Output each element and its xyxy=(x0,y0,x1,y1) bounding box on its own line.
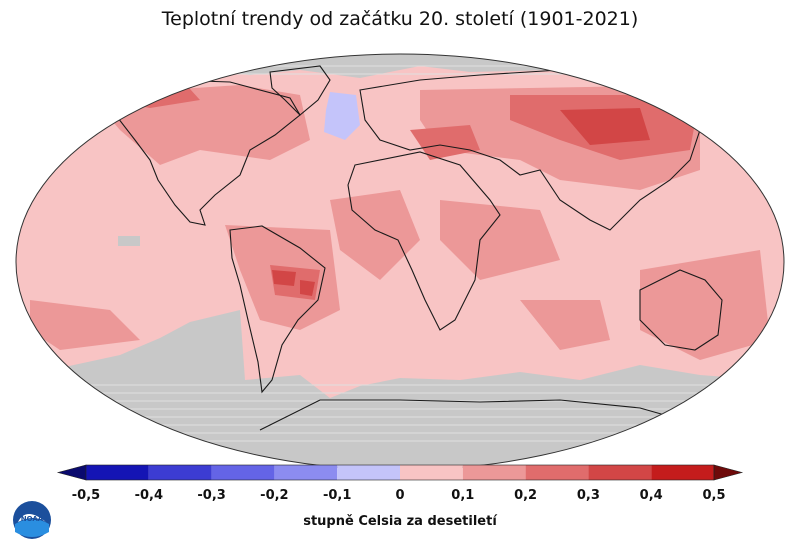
legend-tick-label: 0 xyxy=(395,488,405,503)
legend-tick-label: 0,1 xyxy=(451,488,475,503)
trend-negative-region xyxy=(324,92,360,140)
no-data-small-patch xyxy=(118,236,140,246)
legend-low-arrow xyxy=(56,464,87,481)
legend-bar-outline xyxy=(85,464,715,481)
legend-swatch xyxy=(274,465,338,480)
legend-unit-label: stupně Celsia za desetiletí xyxy=(303,514,497,529)
legend-swatch xyxy=(148,465,212,480)
map-title: Teplotní trendy od začátku 20. století (… xyxy=(161,8,639,30)
legend-swatch xyxy=(211,465,275,480)
no-data-antarctic xyxy=(16,310,784,470)
legend-tick-label: -0,5 xyxy=(71,488,101,503)
legend-tick-label: -0,3 xyxy=(197,488,226,503)
legend-tick-label: 0,3 xyxy=(576,488,600,503)
legend-tick-label: 0,2 xyxy=(514,488,538,503)
noaa-logo-text: NOAA xyxy=(21,515,44,523)
legend-tick-label: 0,4 xyxy=(639,488,663,503)
noaa-logo: NOAA xyxy=(13,501,51,539)
legend-high-arrow xyxy=(713,464,744,481)
legend-swatch xyxy=(337,465,400,480)
legend-tick-label: -0,2 xyxy=(260,488,289,503)
legend-swatch xyxy=(525,465,589,480)
legend-swatch xyxy=(462,465,526,480)
trend-0-3-0-4-regions xyxy=(272,108,650,296)
legend-swatch xyxy=(588,465,652,480)
legend-tick-label: 0,5 xyxy=(702,488,726,503)
legend-tick-label: -0,4 xyxy=(134,488,164,503)
legend-swatch xyxy=(86,465,149,480)
legend-tick-label: -0,1 xyxy=(322,488,352,503)
legend-swatch xyxy=(400,465,463,480)
legend-swatch xyxy=(651,465,714,480)
